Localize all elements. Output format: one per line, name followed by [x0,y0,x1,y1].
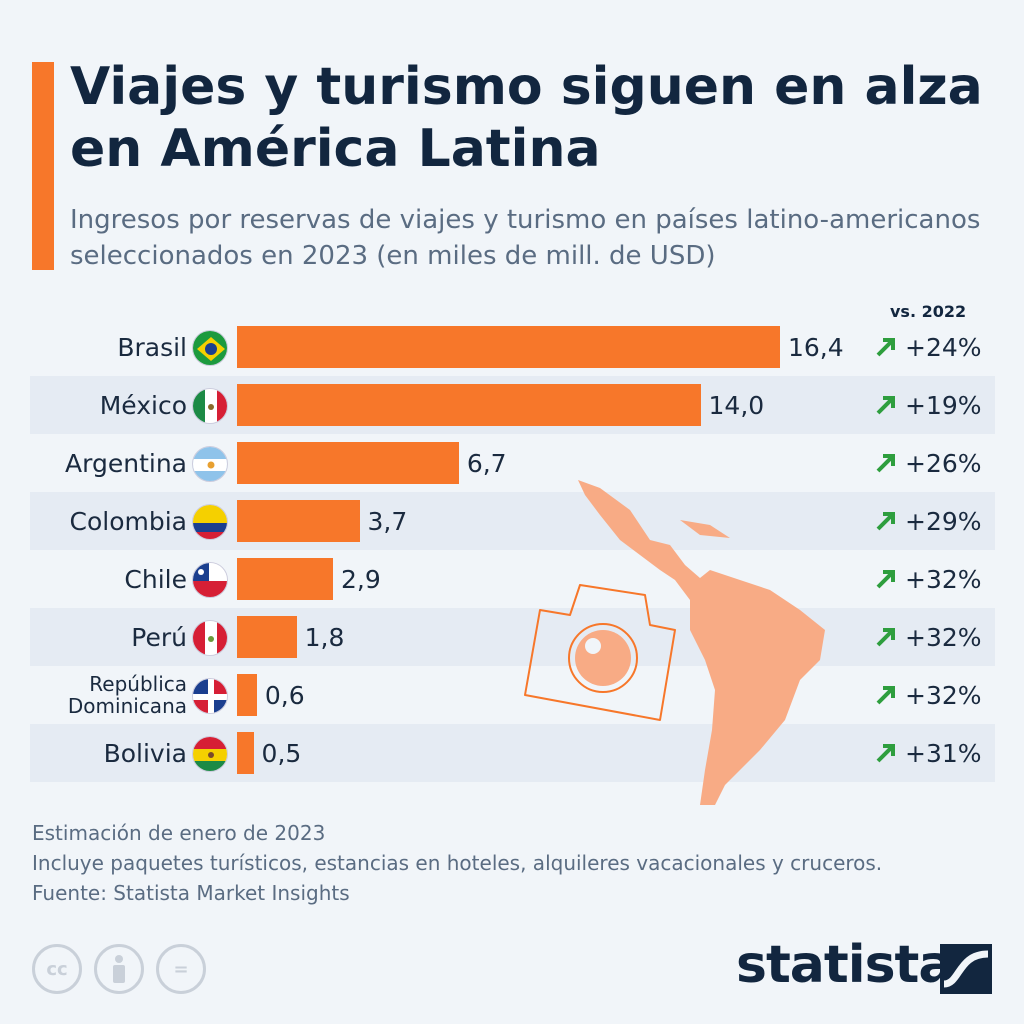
change-value: +31% [905,738,982,768]
bar [237,558,334,600]
flag-icon [192,562,228,598]
camera-icon [524,584,676,721]
table-row: México 14,0 +19% [30,376,995,434]
change-label: +32% [875,666,982,724]
change-value: +32% [905,564,982,594]
value-label: 0,5 [261,738,302,768]
arrow-up-right-icon [876,570,895,589]
category-label: México [99,390,187,420]
change-value: +29% [905,506,982,536]
change-label: +19% [875,376,982,434]
flag-icon [192,678,228,714]
category-label: República Dominicana [67,672,187,718]
change-label: +26% [875,434,982,492]
chart-subtitle: Ingresos por reservas de viajes y turism… [70,205,981,271]
statista-logo[interactable]: statista [736,935,953,995]
table-row: República Dominicana 0,6 +32% [30,666,995,724]
note-source: Fuente: Statista Market Insights [32,881,350,905]
change-value: +32% [905,622,982,652]
statista-logo-mark [940,944,992,994]
bar [237,442,459,484]
flag-icon [192,620,228,656]
camera-and-map-illustration [524,480,825,805]
latin-america-map-icon [578,480,825,805]
category-label: Bolivia [103,738,187,768]
change-label: +29% [875,492,982,550]
change-label: +32% [875,608,982,666]
bar [237,500,360,542]
arrow-up-right-icon [876,396,895,415]
category-label: Chile [124,564,187,594]
arrow-up-right-icon [876,512,895,531]
bar [237,616,297,658]
category-label: Argentina [65,448,187,478]
change-label: +32% [875,550,982,608]
value-label: 3,7 [367,506,408,536]
nd-icon[interactable]: = [156,944,206,994]
arrow-up-right-icon [876,338,895,357]
arrow-up-right-icon [876,628,895,647]
note-includes: Incluye paquetes turísticos, estancias e… [32,851,883,875]
category-label: Perú [131,622,187,652]
chart-title: Viajes y turismo siguen en alza en Améri… [70,57,983,179]
change-value: +26% [905,448,982,478]
flag-icon [192,736,228,772]
value-label: 16,4 [788,332,844,362]
flag-icon [192,388,228,424]
table-row: Perú 1,8 +32% [30,608,995,666]
footnotes: Estimación de enero de 2023 Incluye paqu… [32,818,882,908]
table-row: Argentina 6,7 +26% [30,434,995,492]
note-estimate: Estimación de enero de 2023 [32,821,326,845]
category-label: Colombia [69,506,187,536]
arrow-up-right-icon [876,686,895,705]
bar [237,732,254,774]
category-label: Brasil [117,332,187,362]
change-label: +24% [875,318,982,376]
value-label: 6,7 [466,448,507,478]
flag-icon [192,330,228,366]
table-row: Chile 2,9 +32% [30,550,995,608]
table-row: Bolivia 0,5 +31% [30,724,995,782]
value-label: 2,9 [341,564,381,594]
table-row: Colombia 3,7 +29% [30,492,995,550]
arrow-up-right-icon [876,454,895,473]
change-value: +24% [905,332,982,362]
arrow-up-right-icon [876,744,895,763]
value-label: 1,8 [304,622,345,652]
value-label: 0,6 [264,680,305,710]
bar [237,326,780,368]
table-row: Brasil 16,4 +24% [30,318,995,376]
change-value: +32% [905,680,982,710]
accent-bar [32,62,54,270]
value-label: 14,0 [708,390,765,420]
cc-icon[interactable]: cc [32,944,82,994]
by-icon[interactable] [94,944,144,994]
change-header: vs. 2022 [890,302,967,321]
flag-icon [192,446,228,482]
change-label: +31% [875,724,982,782]
bar [237,674,257,716]
license-icons: cc = [32,944,206,994]
change-value: +19% [905,390,982,420]
flag-icon [192,504,228,540]
bar [237,384,701,426]
